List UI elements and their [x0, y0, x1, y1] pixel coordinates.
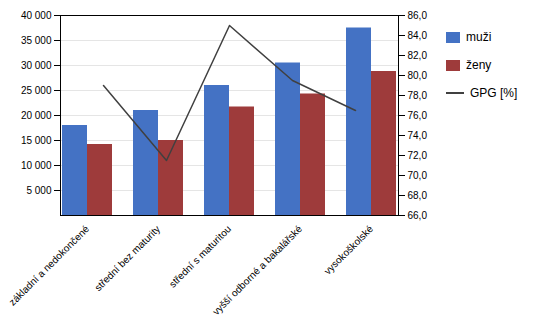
svg-text:82,0: 82,0 [408, 50, 428, 61]
svg-text:35 000: 35 000 [21, 35, 52, 46]
svg-text:vyšší odborné a bakalářské: vyšší odborné a bakalářské [210, 223, 304, 317]
svg-text:80,0: 80,0 [408, 70, 428, 81]
svg-text:66,0: 66,0 [408, 210, 428, 221]
svg-text:68,0: 68,0 [408, 190, 428, 201]
html-text:ženy: ženy [466, 58, 492, 72]
svg-text:vysokoškolské: vysokoškolské [322, 223, 376, 277]
svg-text:40 000: 40 000 [21, 10, 52, 21]
html-text:muži: muži [466, 30, 492, 44]
svg-text:15 000: 15 000 [21, 135, 52, 146]
svg-text:78,0: 78,0 [408, 90, 428, 101]
svg-text:30 000: 30 000 [21, 60, 52, 71]
svg-text:84,0: 84,0 [408, 30, 428, 41]
svg-text:86,0: 86,0 [408, 10, 428, 21]
svg-text:5 000: 5 000 [26, 185, 51, 196]
svg-text:20 000: 20 000 [21, 110, 52, 121]
svg-text:74,0: 74,0 [408, 130, 428, 141]
svg-text:72,0: 72,0 [408, 150, 428, 161]
svg-text:25 000: 25 000 [21, 85, 52, 96]
svg-text:76,0: 76,0 [408, 110, 428, 121]
svg-text:základní a nedokončené: základní a nedokončené [7, 223, 92, 308]
svg-text:střední bez maturity: střední bez maturity [92, 223, 162, 293]
svg-text:střední s maturitou: střední s maturitou [167, 223, 233, 289]
html-text:GPG [%]: GPG [%] [470, 86, 518, 100]
svg-text:10 000: 10 000 [21, 160, 52, 171]
svg-text:70,0: 70,0 [408, 170, 428, 181]
